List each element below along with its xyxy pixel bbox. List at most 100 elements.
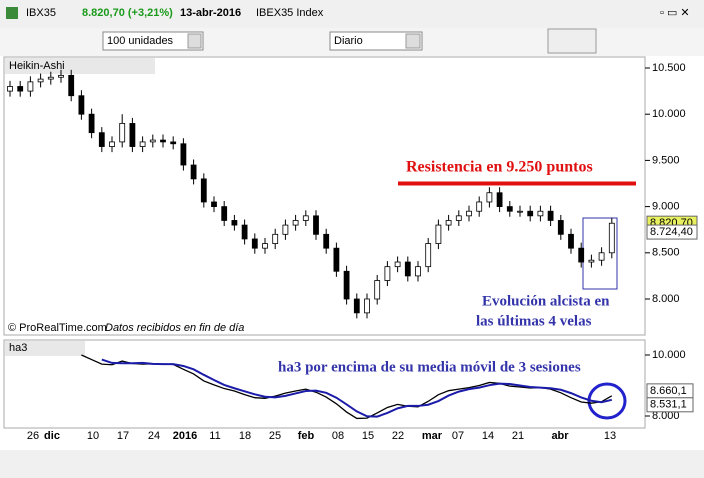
indicator-panel [3, 339, 646, 429]
y-tick-label: 8.000 [652, 293, 680, 305]
value-marker-label: 8.660,1 [650, 385, 687, 397]
resistance-label: Resistencia en 9.250 puntos [406, 159, 593, 176]
candle-body [343, 270, 350, 300]
panel-label: ha3 [9, 342, 27, 354]
x-tick-label: 21 [512, 430, 524, 442]
candle-body [98, 132, 105, 147]
x-tick-label: 18 [239, 430, 251, 442]
x-tick-label: 14 [482, 430, 494, 442]
x-tick-label: 25 [269, 430, 281, 442]
x-tick-label: 2016 [173, 430, 197, 442]
candle-body [313, 215, 319, 235]
panel-label: Heikin-Ashi [9, 60, 65, 72]
candle-body [68, 74, 75, 97]
candle-body [180, 143, 187, 166]
chart-type-button[interactable] [547, 28, 597, 54]
candle-body [394, 261, 401, 268]
y-tick-label: 8.500 [652, 247, 680, 259]
candle-body [557, 220, 564, 235]
candle-body [282, 224, 289, 235]
candle-body [476, 201, 483, 212]
candle-body [374, 280, 381, 300]
x-tick-label: 11 [209, 430, 220, 442]
x-tick-label: dic [44, 430, 60, 442]
candle-body [221, 206, 228, 221]
candle-body [27, 81, 34, 92]
period: Diario [334, 35, 363, 47]
candle-body [17, 86, 24, 92]
value-marker-label: 8.531,1 [650, 399, 687, 411]
x-tick-label: 22 [392, 430, 404, 442]
x-tick-label: 24 [148, 430, 160, 442]
candle-body [506, 206, 513, 212]
window-buttons[interactable]: ▫ ▭ ✕ [660, 7, 690, 19]
x-tick-label: 10 [87, 430, 99, 442]
y-tick-label: 8.000 [652, 410, 680, 422]
candle-body [364, 298, 370, 314]
candle-body [211, 201, 217, 207]
price-panel [3, 56, 646, 336]
candle-body [404, 261, 411, 277]
x-tick-label: 26 [27, 430, 39, 442]
candle-body [547, 210, 554, 221]
panel-header [5, 58, 155, 74]
y-tick-label: 9.500 [652, 154, 680, 166]
candle-body [353, 298, 360, 314]
title-bar [0, 0, 704, 28]
x-tick-label: 07 [452, 430, 464, 442]
candle-body [47, 76, 54, 80]
index-name: IBEX35 Index [256, 7, 324, 19]
candle-body [415, 266, 421, 277]
candle-body [466, 210, 472, 217]
x-tick-label: 08 [332, 430, 344, 442]
candle-body [527, 210, 534, 217]
candle-body [262, 243, 268, 249]
candle-body [435, 224, 442, 244]
candle-body [200, 178, 207, 203]
candle-body [88, 113, 95, 134]
quantity-dropdown[interactable] [102, 31, 204, 51]
y-tick-label: 10.000 [652, 349, 686, 361]
symbol: IBX35 [26, 7, 56, 19]
candle-body [170, 141, 177, 145]
x-tick-label: abr [551, 430, 569, 442]
candle-body [445, 220, 452, 226]
y-tick-label: 10.500 [652, 62, 686, 74]
candle-body [129, 123, 136, 147]
panel-header [5, 341, 85, 356]
annotation: Evolución alcista en [482, 293, 610, 309]
candle-body [190, 164, 197, 180]
price-marker [646, 224, 698, 240]
candle-body [119, 123, 126, 143]
y-tick-label: 10.000 [652, 108, 686, 120]
candle-body [109, 141, 115, 147]
dropdown-arrow[interactable] [187, 33, 202, 49]
candle-body [149, 139, 156, 143]
candle-body [272, 233, 279, 244]
candle-body [486, 192, 493, 203]
candle-body [7, 86, 13, 92]
period-dropdown[interactable] [329, 31, 423, 51]
annotation: las últimas 4 velas [476, 313, 592, 329]
candle-body [139, 141, 146, 147]
candle-body [578, 247, 585, 263]
price-marker-label: 8.724,40 [650, 226, 693, 238]
data-note: Datos recibidos en fin de día [105, 322, 244, 334]
candle-body [251, 238, 258, 249]
annotation: ha3 por encima de su media móvil de 3 se… [278, 359, 581, 375]
dropdown-arrow[interactable] [405, 33, 421, 49]
candle-body [568, 233, 574, 249]
x-tick-label: 17 [117, 430, 129, 442]
app-icon [6, 7, 18, 19]
indicator-line [101, 358, 613, 418]
quantity: 100 unidades [107, 35, 174, 47]
y-tick-label: 9.000 [652, 201, 680, 213]
candle-body [323, 233, 330, 249]
x-tick-label: 13 [604, 430, 616, 442]
candle-body [598, 252, 605, 261]
candle-body [37, 78, 44, 83]
x-tick-label: feb [298, 430, 315, 442]
candle-body [588, 259, 595, 263]
